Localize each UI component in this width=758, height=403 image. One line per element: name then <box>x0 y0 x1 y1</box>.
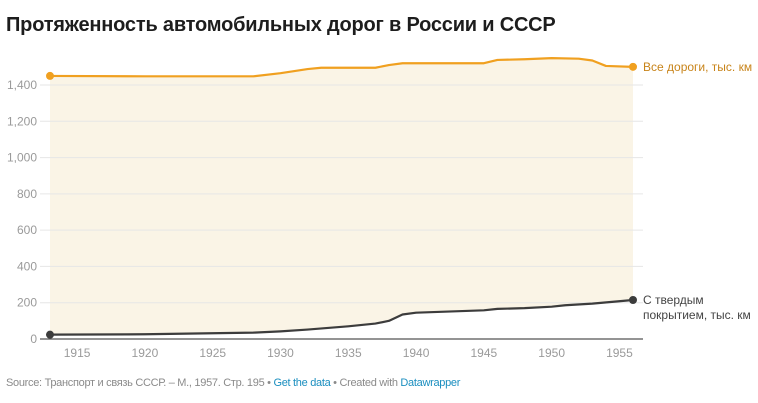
x-tick-label: 1940 <box>403 346 430 360</box>
series-label: покрытием, тыс. км <box>643 308 751 322</box>
footer: Source: Транспорт и связь СССР. – М., 19… <box>6 377 460 389</box>
y-tick-label: 0 <box>30 332 37 346</box>
datawrapper-link[interactable]: Datawrapper <box>400 377 461 389</box>
x-tick-label: 1925 <box>199 346 226 360</box>
series-start-point <box>46 330 54 339</box>
y-tick-label: 800 <box>17 187 37 201</box>
x-tick-label: 1915 <box>64 346 91 360</box>
series-end-point <box>629 62 637 71</box>
y-tick-label: 1,000 <box>7 151 37 165</box>
series-line-1 <box>49 298 634 336</box>
series-start-point <box>46 71 54 80</box>
x-tick-label: 1930 <box>267 346 294 360</box>
chart-title: Протяженность автомобильных дорог в Росс… <box>6 14 556 36</box>
area-fill <box>50 58 633 335</box>
y-tick-label: 1,400 <box>7 78 37 92</box>
series-line-0 <box>49 57 634 78</box>
x-tick-label: 1945 <box>471 346 498 360</box>
y-tick-label: 600 <box>17 223 37 237</box>
line-chart: 0 200 400 600 800 1,000 1,200 1,400 1915 1920 1925… <box>7 57 752 360</box>
separator: • <box>264 377 274 389</box>
created-with-text: • Created with <box>330 377 401 389</box>
series-label: Все дороги, тыс. км <box>643 60 752 74</box>
y-tick-label: 1,200 <box>7 114 37 128</box>
x-tick-label: 1955 <box>606 346 633 360</box>
source-text: Source: Транспорт и связь СССР. – М., 19… <box>6 377 265 389</box>
series-end-point <box>629 295 637 304</box>
x-tick-label: 1935 <box>335 346 362 360</box>
series-label: С твердым <box>643 293 704 307</box>
x-tick-label: 1920 <box>132 346 159 360</box>
get-data-link[interactable]: Get the data <box>273 377 331 389</box>
y-tick-label: 400 <box>17 259 37 273</box>
y-tick-label: 200 <box>17 296 37 310</box>
x-tick-label: 1950 <box>538 346 565 360</box>
